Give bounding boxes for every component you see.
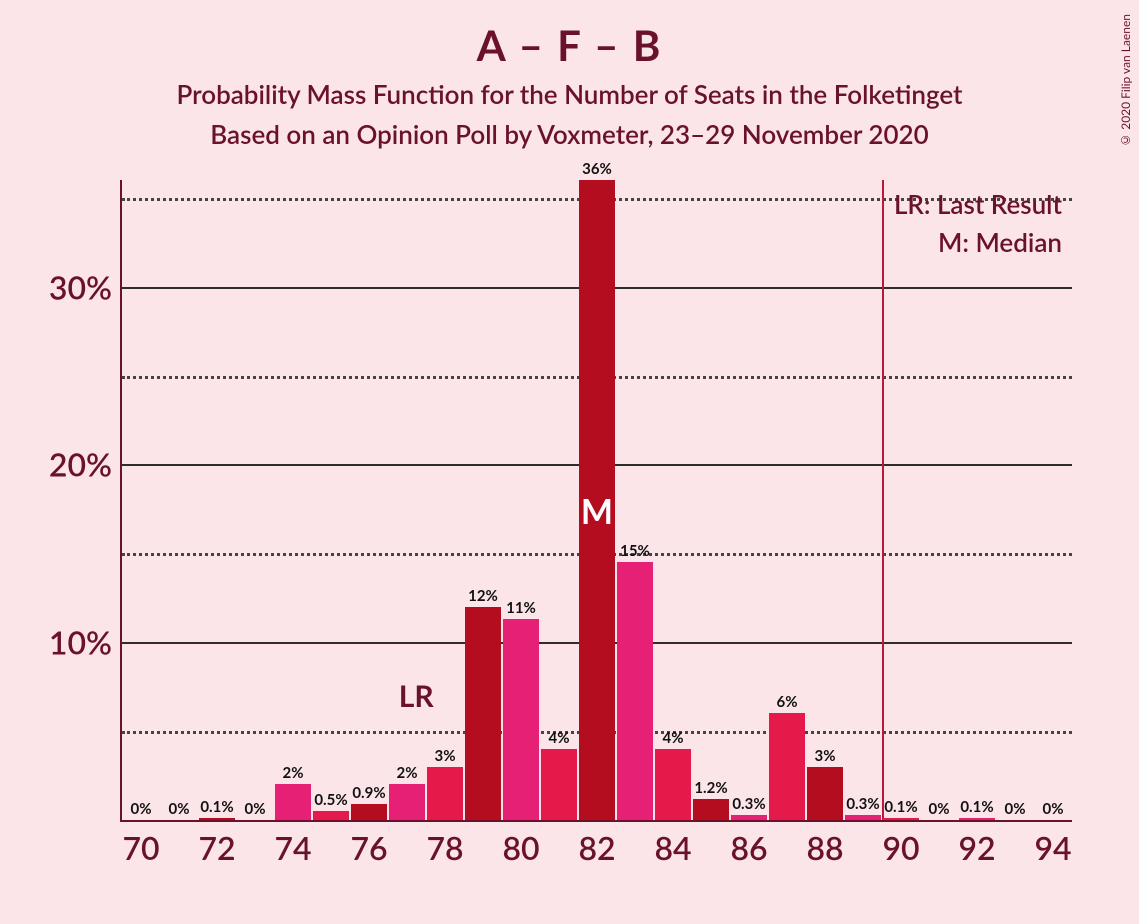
x-tick-label: 74 <box>274 828 311 867</box>
bar <box>541 749 576 820</box>
bar-value-label: 11% <box>491 599 551 617</box>
x-tick-label: 80 <box>502 828 539 867</box>
copyright-text: © 2020 Filip van Laenen <box>1118 14 1133 148</box>
x-tick-label: 72 <box>198 828 235 867</box>
bar-value-label: 36% <box>567 160 627 178</box>
legend-m: M: Median <box>938 226 1062 258</box>
x-tick-label: 94 <box>1034 828 1071 867</box>
x-tick-label: 78 <box>426 828 463 867</box>
bar-value-label: 4% <box>643 729 703 747</box>
x-tick-label: 84 <box>654 828 691 867</box>
bar <box>351 804 386 820</box>
x-tick-label: 82 <box>578 828 615 867</box>
bar <box>959 818 994 820</box>
y-tick-label: 20% <box>49 445 112 484</box>
chart-title: A – F – B <box>0 20 1139 70</box>
legend-lr: LR: Last Result <box>894 188 1062 220</box>
bar <box>389 784 424 820</box>
bar <box>313 811 348 820</box>
x-tick-label: 90 <box>882 828 919 867</box>
x-tick-label: 70 <box>122 828 159 867</box>
median-mark: M <box>581 491 613 532</box>
bar <box>199 818 234 820</box>
bar-value-label: 6% <box>757 693 817 711</box>
chart-subtitle-2: Based on an Opinion Poll by Voxmeter, 23… <box>0 118 1139 150</box>
chart-subtitle-1: Probability Mass Function for the Number… <box>0 78 1139 110</box>
lr-mark: LR <box>399 678 434 714</box>
x-tick-label: 76 <box>350 828 387 867</box>
x-tick-label: 86 <box>730 828 767 867</box>
bar <box>883 818 918 820</box>
x-tick-label: 88 <box>806 828 843 867</box>
pmf-bar-chart: 10%20%30%0%0%0.1%0%2%0.5%0.9%2%3%12%11%4… <box>120 180 1072 822</box>
bar <box>427 767 462 820</box>
bar-value-label: 2% <box>263 764 323 782</box>
y-tick-label: 10% <box>49 623 112 662</box>
last-result-line <box>882 180 884 820</box>
x-tick-label: 92 <box>958 828 995 867</box>
bar-value-label: 3% <box>795 747 855 765</box>
bar <box>503 619 538 820</box>
bar <box>617 562 652 820</box>
bar-value-label: 0% <box>1023 800 1083 818</box>
bar <box>769 713 804 820</box>
bar <box>731 815 766 820</box>
bar <box>465 607 500 820</box>
y-tick-label: 30% <box>49 267 112 306</box>
bar-value-label: 15% <box>605 542 665 560</box>
